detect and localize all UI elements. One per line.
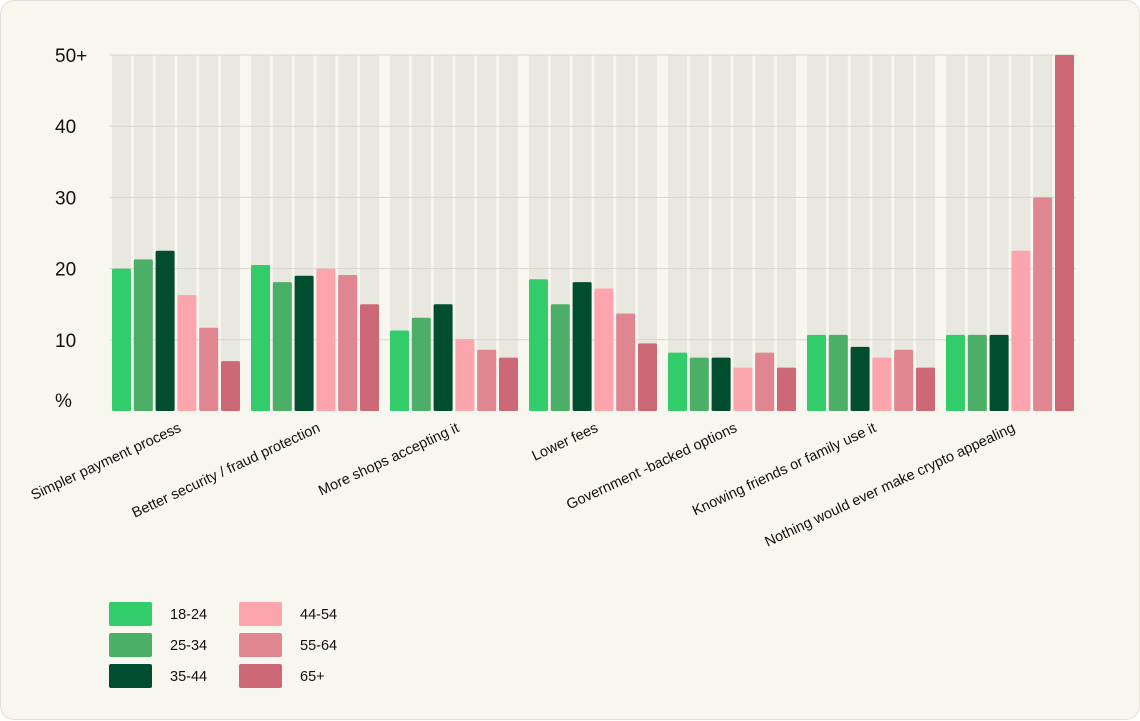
column-background [221, 55, 240, 411]
legend-label: 25-34 [170, 638, 207, 654]
bar-55-64-1 [199, 327, 219, 411]
legend-swatch [239, 664, 282, 688]
legend-label: 18-24 [170, 607, 207, 623]
bar-18-24-7 [946, 334, 965, 411]
legend-label: 35-44 [170, 669, 207, 685]
bars [112, 55, 1074, 411]
bar-18-24-6 [807, 334, 826, 411]
legend-swatch [239, 602, 282, 626]
column-background [755, 55, 775, 411]
bar-25-34-1 [133, 259, 153, 411]
column-background [850, 55, 870, 411]
bar-25-34-3 [411, 317, 431, 411]
bar-65+-7 [1055, 55, 1074, 411]
legend-swatch [109, 602, 152, 626]
bar-35-44-7 [989, 334, 1009, 411]
x-tick-label: More shops accepting it [316, 420, 462, 499]
legend-label: 44-54 [300, 607, 337, 623]
x-tick-label: Simpler payment process [29, 420, 184, 504]
bar-65+-3 [499, 357, 518, 411]
bar-25-34-2 [272, 282, 292, 411]
x-tick-label: Nothing would ever make crypto appealing [763, 420, 1018, 550]
y-tick-label: 40 [55, 117, 76, 138]
bar-35-44-2 [294, 275, 314, 411]
bar-18-24-5 [668, 352, 687, 411]
column-background [916, 55, 935, 411]
y-tick-label: 10 [55, 331, 76, 352]
y-tick-label: 30 [55, 188, 76, 209]
bar-25-34-5 [689, 357, 709, 411]
y-axis-ticks: % 10 20 30 40 50+ [55, 46, 87, 412]
column-background [638, 55, 657, 411]
column-background [733, 55, 753, 411]
bar-44-54-7 [1011, 250, 1031, 411]
y-tick-label: % [55, 391, 72, 412]
y-tick-label: 50+ [55, 46, 87, 67]
column-background [455, 55, 475, 411]
bar-55-64-3 [477, 349, 497, 411]
bar-55-64-2 [338, 275, 358, 411]
legend: 18-24 25-34 35-44 44-54 55-64 65+ [109, 602, 337, 688]
bar-65+-4 [638, 343, 657, 411]
bar-44-54-1 [177, 294, 197, 411]
column-background [199, 55, 219, 411]
bar-18-24-2 [251, 265, 270, 411]
column-background [807, 55, 826, 411]
bar-65+-6 [916, 367, 935, 411]
column-background [499, 55, 518, 411]
column-background [711, 55, 731, 411]
column-background [989, 55, 1009, 411]
bar-65+-1 [221, 361, 240, 411]
y-tick-label: 20 [55, 260, 76, 281]
bar-44-54-4 [594, 288, 614, 411]
column-background [946, 55, 965, 411]
bar-55-64-6 [894, 349, 914, 411]
column-background [828, 55, 848, 411]
column-background [894, 55, 914, 411]
column-background [668, 55, 687, 411]
gridlines [110, 54, 1076, 341]
bar-44-54-2 [316, 268, 336, 411]
bar-65+-2 [360, 304, 379, 411]
bar-18-24-4 [529, 279, 548, 411]
bar-35-44-4 [572, 282, 592, 411]
bar-35-44-1 [155, 250, 175, 411]
column-background [390, 55, 409, 411]
column-background [777, 55, 796, 411]
x-tick-label: Lower fees [530, 420, 601, 464]
bar-35-44-6 [850, 346, 870, 411]
bar-65+-5 [777, 367, 796, 411]
bar-35-44-3 [433, 304, 453, 411]
legend-swatch [239, 633, 282, 657]
bar-18-24-1 [112, 268, 131, 411]
column-background [689, 55, 709, 411]
bar-44-54-5 [733, 367, 753, 411]
bar-55-64-4 [616, 313, 636, 411]
legend-label: 65+ [300, 669, 325, 685]
bar-35-44-5 [711, 357, 731, 411]
column-background [967, 55, 987, 411]
legend-swatch [109, 633, 152, 657]
bar-55-64-7 [1033, 197, 1053, 411]
bar-18-24-3 [390, 330, 409, 411]
bar-55-64-5 [755, 352, 775, 411]
legend-swatch [109, 664, 152, 688]
bar-44-54-6 [872, 357, 892, 411]
legend-label: 55-64 [300, 638, 337, 654]
column-background [872, 55, 892, 411]
bar-25-34-6 [828, 334, 848, 411]
bar-44-54-3 [455, 339, 475, 411]
column-background [477, 55, 497, 411]
bar-25-34-4 [550, 304, 570, 411]
bar-25-34-7 [967, 334, 987, 411]
